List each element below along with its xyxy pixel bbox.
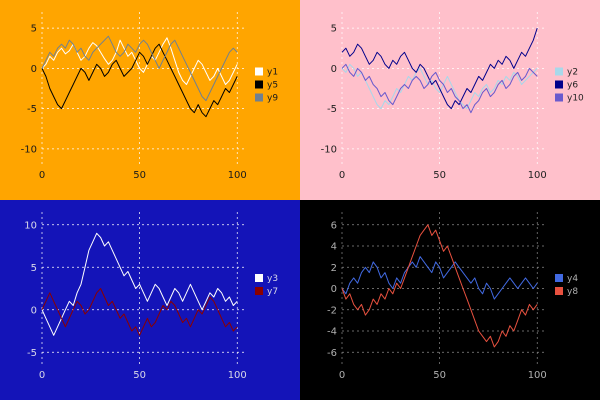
y-tick-label: 0: [31, 64, 37, 75]
y-tick-label: -10: [321, 144, 337, 155]
series-line-y9: [41, 35, 238, 102]
legend-swatch-y2: [555, 67, 563, 76]
legend-swatch-y7: [255, 287, 263, 295]
legend-label-y1: y1: [267, 68, 278, 78]
x-tick-label: 0: [339, 370, 345, 381]
x-tick-label: 50: [133, 370, 146, 381]
x-tick-label: 0: [39, 370, 45, 381]
y-tick-label: -10: [21, 144, 37, 155]
legend-label-y8: y8: [567, 287, 578, 297]
series-line-y6: [341, 27, 538, 110]
legend-swatch-y3: [255, 274, 263, 282]
x-tick-label: 100: [528, 370, 547, 381]
panel-bottom-right: 6 4 2 0 -2 -4 -6 0 50 100 y4 y8: [300, 200, 600, 400]
legend-label-y5: y5: [267, 81, 278, 91]
y-tick-label: 5: [31, 263, 37, 274]
legend-swatch-y10: [555, 93, 563, 102]
x-tick-label: 50: [433, 170, 446, 181]
legend-label-y4: y4: [567, 274, 578, 284]
legend-label-y10: y10: [567, 94, 584, 104]
y-tick-label: 0: [331, 284, 337, 295]
series-line-y2: [341, 63, 538, 110]
legend-label-y7: y7: [267, 287, 278, 297]
y-tick-label: 5: [31, 24, 37, 35]
y-tick-label: -4: [327, 327, 337, 338]
y-tick-label: -6: [327, 348, 337, 359]
series-line-y3: [41, 232, 238, 336]
legend-swatch-y5: [255, 80, 263, 89]
y-tick-label: -5: [27, 104, 37, 115]
series-line-y5: [41, 43, 238, 118]
legend-swatch-y8: [555, 287, 563, 295]
y-tick-label: 0: [331, 64, 337, 75]
y-tick-label: 2: [331, 263, 337, 274]
series-line-y10: [341, 63, 538, 114]
panel-bottom-left: 10 5 0 -5 0 50 100 y3 y7: [0, 200, 300, 400]
y-tick-label: -2: [327, 305, 337, 316]
series-line-y7: [41, 288, 238, 336]
y-tick-label: 4: [331, 242, 337, 253]
x-tick-label: 100: [228, 170, 247, 181]
x-tick-label: 50: [133, 170, 146, 181]
legend-label-y6: y6: [567, 81, 578, 91]
x-tick-label: 100: [228, 370, 247, 381]
y-tick-label: 5: [331, 24, 337, 35]
series-line-y8: [341, 224, 538, 348]
y-tick-label: -5: [327, 104, 337, 115]
legend-swatch-y6: [555, 80, 563, 89]
x-tick-label: 0: [39, 170, 45, 181]
panel-top-left: 5 0 -5 -10 0 50 100 y1 y5 y9: [0, 0, 300, 200]
legend-swatch-y1: [255, 67, 263, 76]
y-tick-label: -5: [27, 348, 37, 359]
series-line-y4: [341, 256, 538, 300]
y-tick-label: 10: [24, 220, 37, 231]
y-tick-label: 0: [31, 305, 37, 316]
legend-swatch-y4: [555, 274, 563, 282]
panel-top-right: 5 0 -5 -10 0 50 100 y2 y6 y10: [300, 0, 600, 200]
x-tick-label: 100: [528, 170, 547, 181]
legend-swatch-y9: [255, 93, 263, 102]
legend-label-y9: y9: [267, 94, 278, 104]
x-tick-label: 0: [339, 170, 345, 181]
legend-label-y2: y2: [567, 68, 578, 78]
x-tick-label: 50: [433, 370, 446, 381]
y-tick-label: 6: [331, 220, 337, 231]
legend-label-y3: y3: [267, 274, 278, 284]
